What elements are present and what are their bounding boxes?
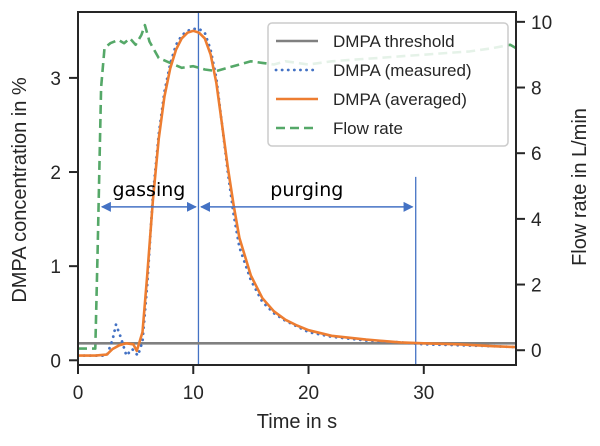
- series-dmpa-measured: [78, 27, 516, 358]
- legend-label: DMPA threshold: [333, 32, 455, 51]
- plot-frame: [77, 11, 517, 366]
- x-axis: 0 10 20 30: [73, 365, 434, 404]
- annotation-purging: purging: [270, 179, 343, 201]
- legend-label: DMPA (averaged): [333, 90, 467, 109]
- x-tick-label: 30: [413, 383, 434, 404]
- y-axis-left-label: DMPA concentration in %: [9, 77, 31, 303]
- legend-label: Flow rate: [333, 119, 403, 138]
- legend-box: [267, 22, 509, 147]
- legend: DMPA threshold DMPA (measured) DMPA (avera…: [267, 22, 509, 147]
- y-tick-label: 2: [50, 163, 61, 184]
- y-right-tick-label: 4: [531, 210, 542, 231]
- y-tick-label: 3: [50, 69, 61, 90]
- y-tick-label: 1: [50, 257, 61, 278]
- y-right-tick-label: 0: [531, 341, 542, 362]
- x-tick-label: 0: [73, 383, 84, 404]
- y-axis-right: 0 2 4 6 8 10: [516, 13, 552, 362]
- legend-label: DMPA (measured): [333, 61, 472, 80]
- series-dmpa-averaged: [78, 29, 516, 357]
- annotation-gassing: gassing: [112, 179, 185, 201]
- y-tick-label: 0: [50, 351, 61, 372]
- x-axis-label: Time in s: [257, 411, 337, 433]
- y-axis-left: 0 1 2 3: [50, 69, 78, 372]
- y-right-tick-label: 8: [531, 79, 542, 100]
- annotation-layer: gassing purging: [100, 179, 414, 212]
- y-axis-right-label: Flow rate in L/min: [569, 108, 591, 266]
- phase-boundary-lines: [197, 12, 417, 365]
- y-right-tick-label: 6: [531, 144, 542, 165]
- y-right-tick-label: 10: [531, 13, 552, 34]
- x-tick-label: 20: [298, 383, 319, 404]
- y-right-tick-label: 2: [531, 276, 542, 297]
- x-tick-label: 10: [183, 383, 204, 404]
